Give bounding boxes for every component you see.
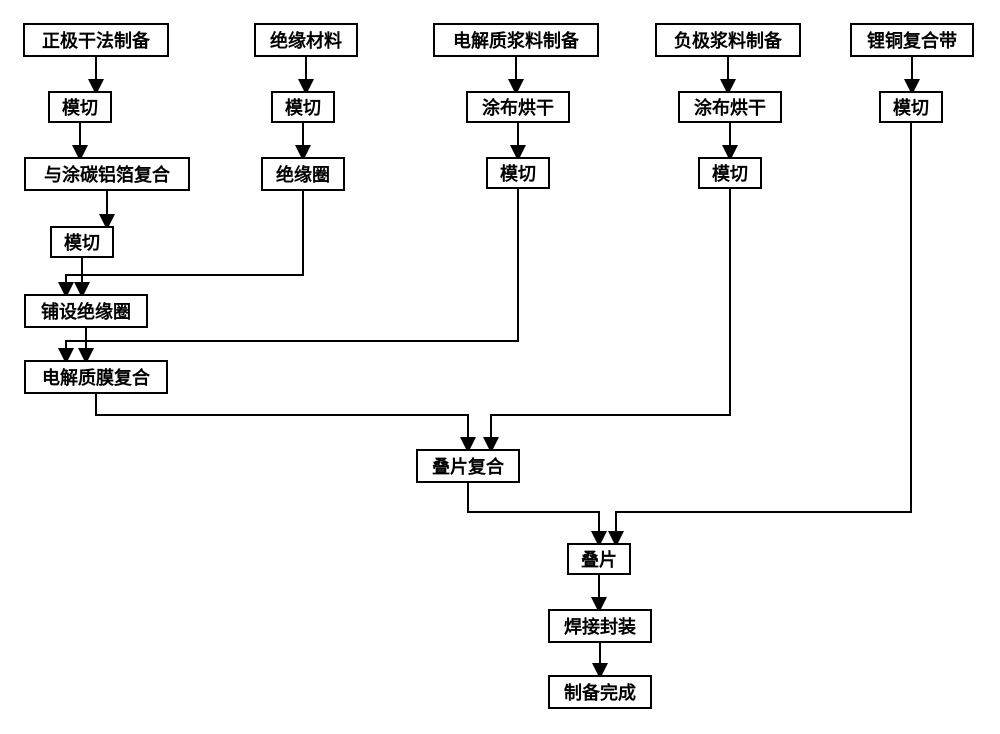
node-c2: 涂布烘干	[466, 91, 570, 123]
flowchart-canvas: 正极干法制备模切与涂碳铝箔复合模切铺设绝缘圈电解质膜复合绝缘材料模切绝缘圈电解质…	[0, 0, 1000, 734]
node-a5: 铺设绝缘圈	[24, 294, 148, 328]
node-b3: 绝缘圈	[261, 157, 345, 191]
node-c3: 模切	[486, 157, 550, 189]
node-c1: 电解质浆料制备	[433, 23, 599, 57]
node-e1: 锂铜复合带	[850, 23, 974, 57]
node-a4: 模切	[50, 226, 114, 258]
node-a6: 电解质膜复合	[24, 360, 168, 394]
node-d1: 负极浆料制备	[655, 23, 801, 57]
node-b2: 模切	[271, 91, 335, 123]
node-m1: 叠片复合	[416, 449, 520, 483]
node-m2: 叠片	[567, 543, 631, 575]
node-d2: 涂布烘干	[678, 91, 782, 123]
node-a2: 模切	[48, 91, 112, 123]
node-e2: 模切	[879, 91, 943, 123]
node-a3: 与涂碳铝箔复合	[24, 157, 190, 191]
node-m3: 焊接封装	[548, 609, 652, 643]
node-m4: 制备完成	[548, 675, 652, 709]
node-a1: 正极干法制备	[23, 23, 169, 57]
node-d3: 模切	[698, 157, 762, 189]
node-b1: 绝缘材料	[254, 23, 358, 57]
